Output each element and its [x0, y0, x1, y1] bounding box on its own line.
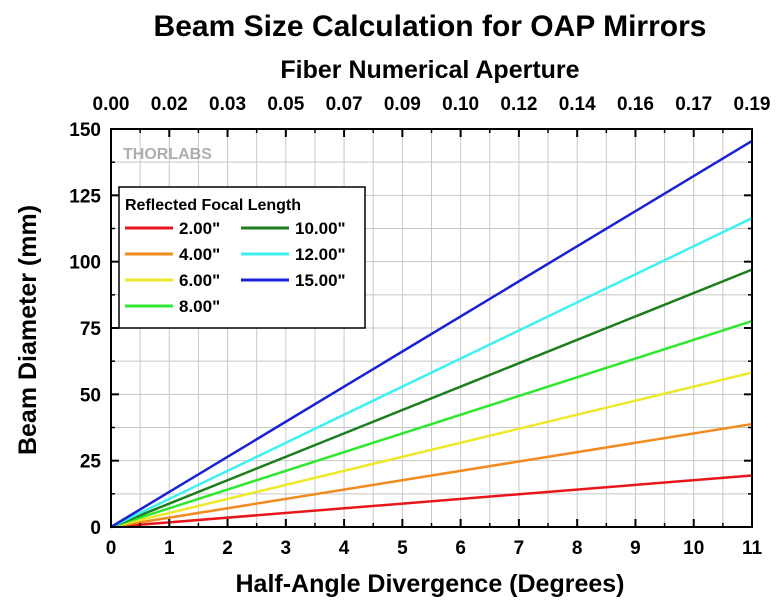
y-axis-label: Beam Diameter (mm) — [14, 205, 42, 455]
x2-tick-label: 0.03 — [209, 94, 246, 115]
y-tick-label: 25 — [80, 452, 102, 473]
x-tick-label: 1 — [164, 538, 175, 559]
x-tick-label: 8 — [572, 538, 583, 559]
legend-label: 2.00" — [179, 219, 220, 238]
legend-label: 6.00" — [179, 271, 220, 290]
x2-tick-label: 0.00 — [93, 94, 130, 115]
x2-tick-label: 0.02 — [151, 94, 188, 115]
y-tick-label: 100 — [69, 253, 101, 274]
x2-tick-label: 0.09 — [384, 94, 421, 115]
x2-tick-label: 0.07 — [326, 94, 363, 115]
watermark-text: THORLABS — [123, 146, 212, 163]
x-axis-label: Half-Angle Divergence (Degrees) — [235, 570, 624, 598]
series-line-4 — [110, 268, 753, 529]
x2-tick-label: 0.16 — [617, 94, 654, 115]
x-tick-label: 6 — [455, 538, 466, 559]
axis-ticks: 0 1 2 3 4 5 6 7 8 9 10 11 0.00 0.02 0.03 0.05 0.07 0.09 0.… — [69, 94, 770, 559]
series-line-0 — [110, 474, 753, 529]
series-line-2 — [110, 371, 753, 529]
series-line-3 — [110, 319, 753, 529]
top-axis-label: Fiber Numerical Aperture — [280, 56, 579, 84]
chart-title: Beam Size Calculation for OAP Mirrors — [154, 10, 707, 43]
x2-tick-label: 0.14 — [559, 94, 596, 115]
y-tick-label: 75 — [80, 319, 102, 340]
thorlabs-logo: THORLABS — [123, 146, 212, 163]
y-tick-label: 125 — [69, 186, 101, 207]
y-tick-label: 0 — [90, 518, 101, 539]
legend-label: 8.00" — [179, 297, 220, 316]
legend-label: 12.00" — [295, 245, 346, 264]
x-tick-label: 11 — [742, 538, 763, 559]
x2-tick-label: 0.12 — [500, 94, 537, 115]
series-lines — [110, 139, 753, 529]
x-tick-label: 0 — [106, 538, 117, 559]
legend-label: 4.00" — [179, 245, 220, 264]
series-line-6 — [110, 139, 753, 529]
x2-tick-label: 0.19 — [734, 94, 771, 115]
x-tick-label: 10 — [683, 538, 704, 559]
legend-label: 15.00" — [295, 271, 346, 290]
x-tick-label: 7 — [514, 538, 525, 559]
x-tick-label: 4 — [339, 538, 350, 559]
x-tick-label: 5 — [397, 538, 408, 559]
y-tick-label: 50 — [80, 385, 101, 406]
x-tick-label: 2 — [222, 538, 233, 559]
series-line-5 — [110, 217, 753, 529]
x-tick-label: 3 — [281, 538, 292, 559]
legend-label: 10.00" — [295, 219, 346, 238]
series-line-1 — [110, 422, 753, 529]
x2-tick-label: 0.10 — [442, 94, 479, 115]
y-tick-label: 150 — [69, 120, 101, 141]
legend: Reflected Focal Length 2.00" 4.00" 6.00" 8.0… — [118, 186, 366, 329]
legend-title: Reflected Focal Length — [125, 197, 301, 214]
x2-tick-label: 0.17 — [675, 94, 712, 115]
x2-tick-label: 0.05 — [267, 94, 304, 115]
x-tick-label: 9 — [630, 538, 641, 559]
